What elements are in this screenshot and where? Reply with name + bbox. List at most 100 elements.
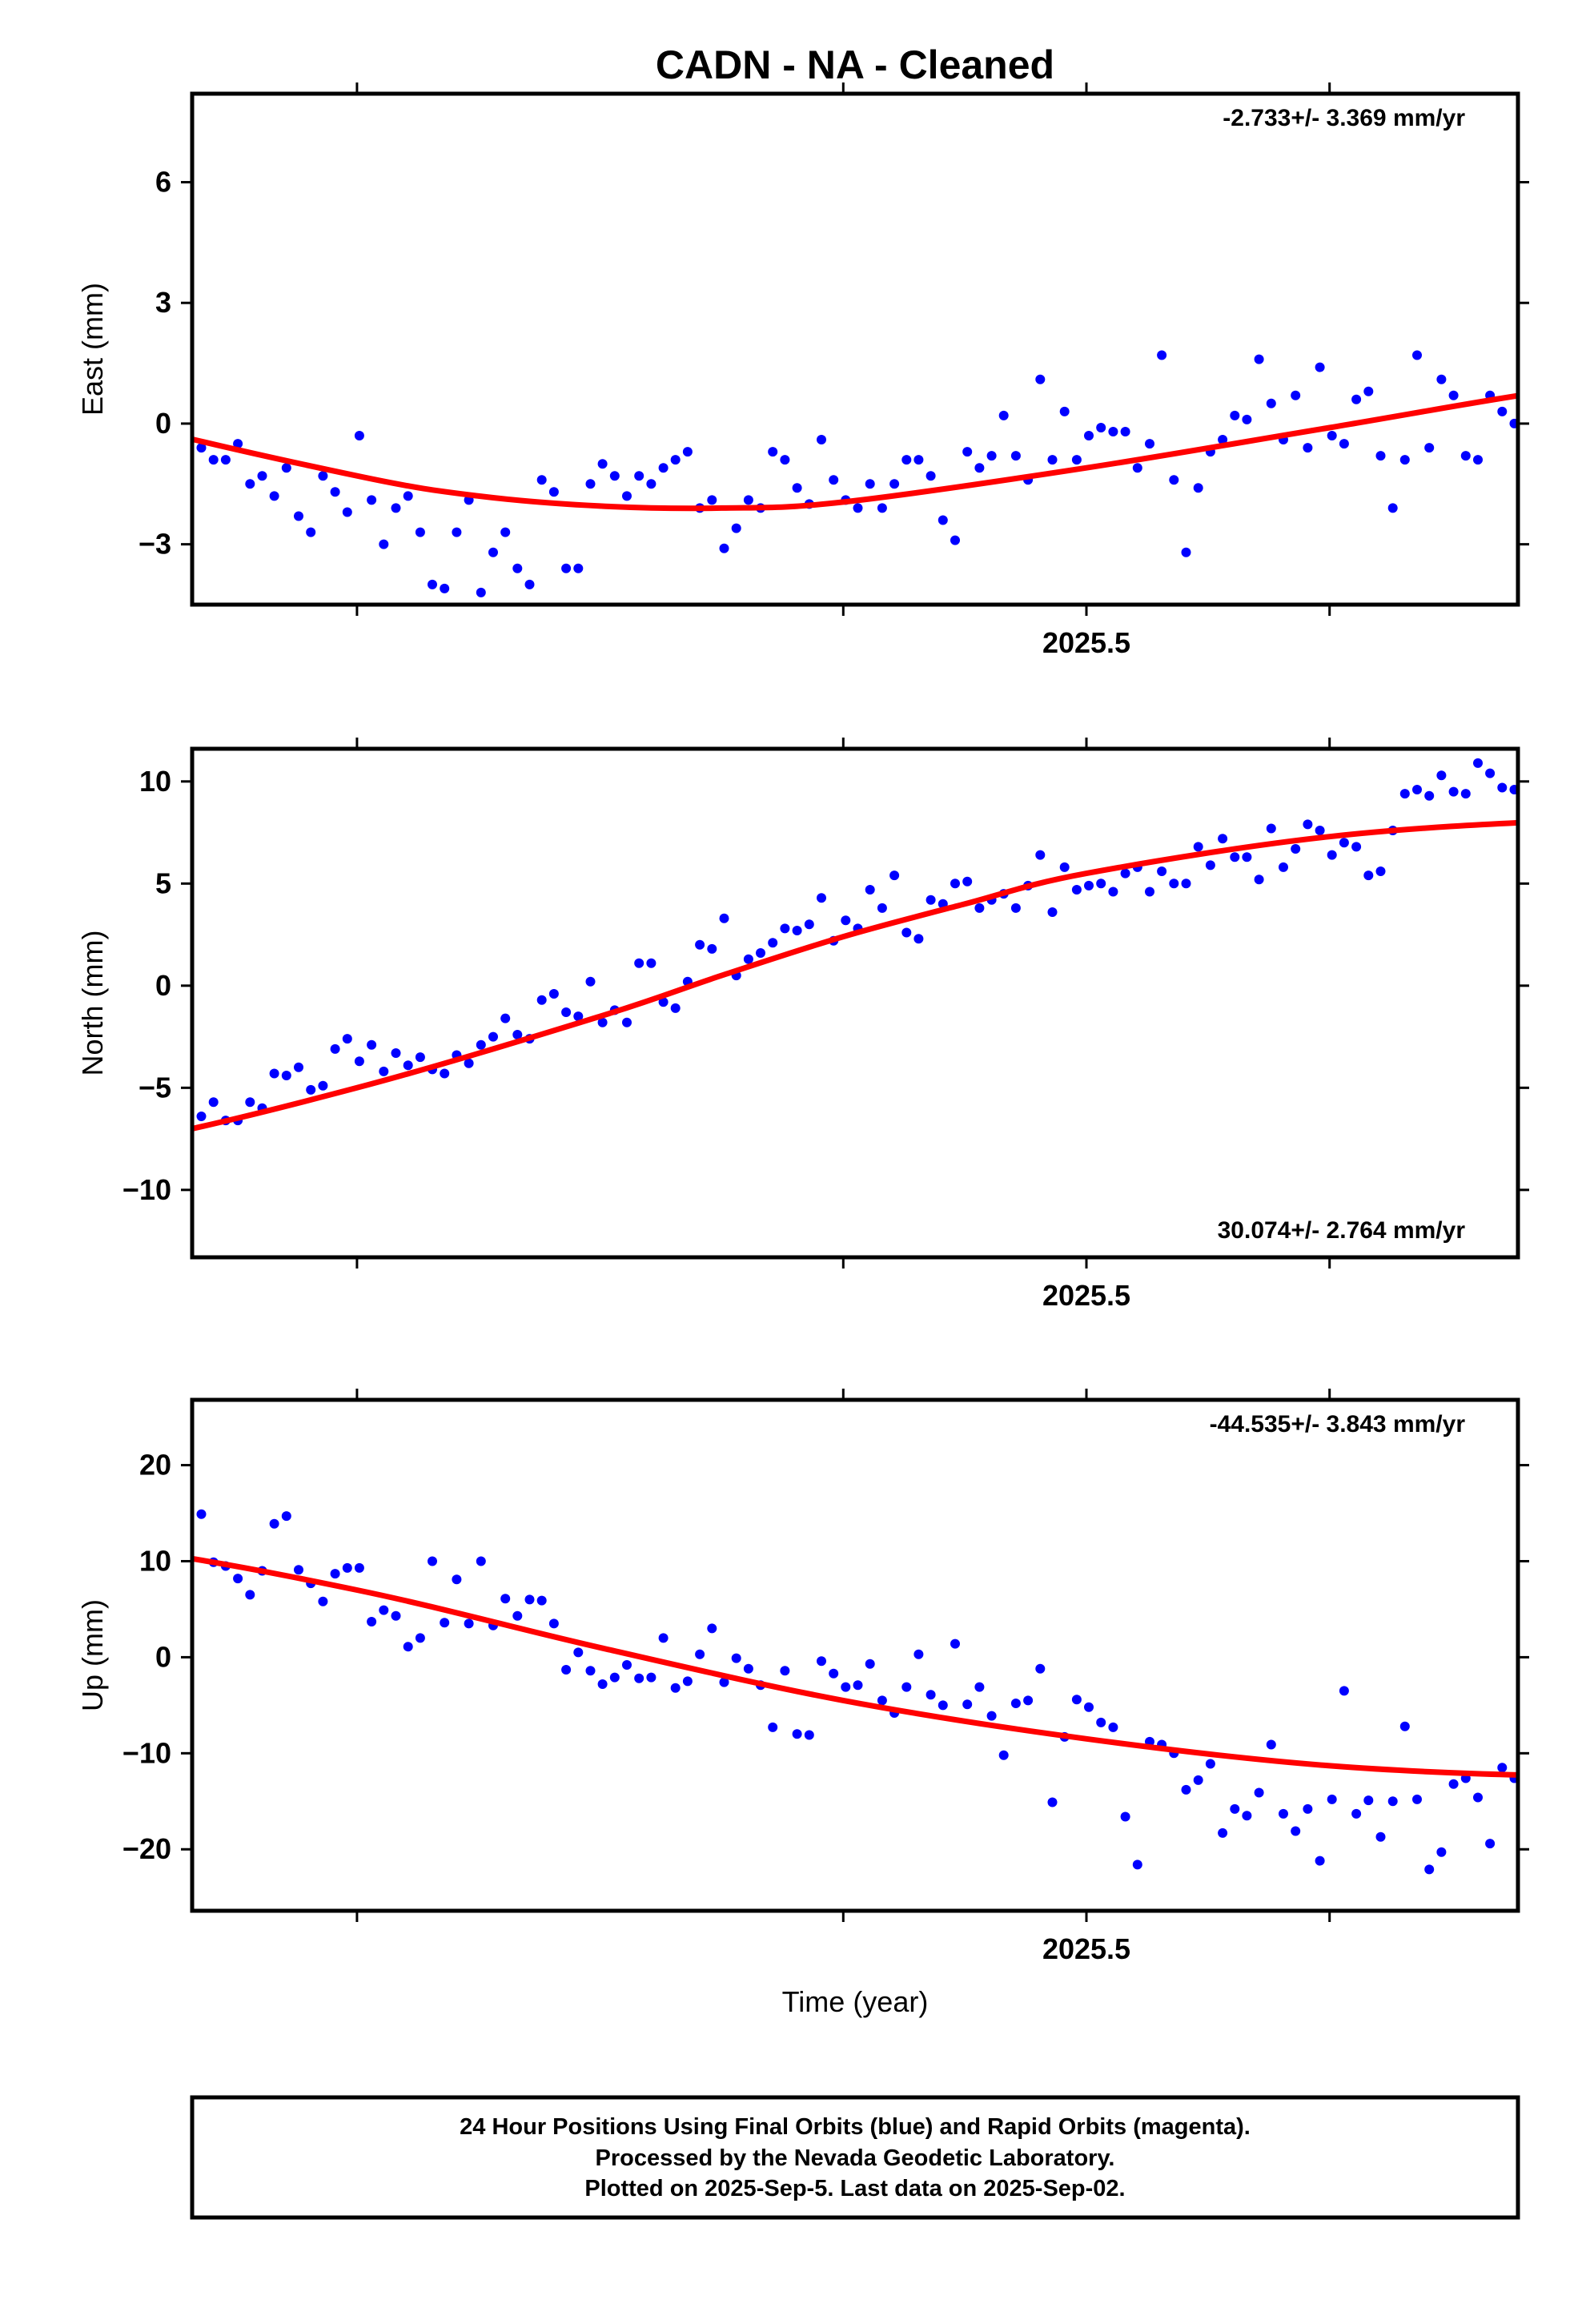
north-final-point-180 bbox=[1570, 781, 1580, 790]
east-final-point-73 bbox=[269, 491, 279, 501]
east-final-point-92 bbox=[500, 527, 511, 537]
east-final-point-98 bbox=[573, 563, 584, 573]
north-final-point-82 bbox=[379, 1066, 389, 1076]
east-final-point-169 bbox=[1436, 374, 1447, 384]
north-final-point-61 bbox=[123, 1077, 133, 1087]
up-final-point-152 bbox=[1230, 1803, 1240, 1814]
up-final-point-106 bbox=[670, 1683, 681, 1693]
east-final-point-148 bbox=[1181, 547, 1191, 557]
north-final-point-169 bbox=[1436, 770, 1447, 781]
up-final-point-51 bbox=[2, 1534, 12, 1543]
east-xtick-major-label: 2025.5 bbox=[1042, 626, 1130, 659]
east-final-point-128 bbox=[938, 515, 948, 525]
north-final-point-167 bbox=[1412, 785, 1422, 794]
north-final-point-71 bbox=[245, 1097, 255, 1108]
east-final-point-172 bbox=[1473, 455, 1483, 465]
north-final-point-97 bbox=[561, 1007, 572, 1017]
north-final-point-152 bbox=[1230, 852, 1240, 862]
east-final-point-109 bbox=[707, 495, 717, 505]
north-final-point-154 bbox=[1254, 875, 1264, 885]
marks-east bbox=[26, 350, 1568, 597]
north-final-point-142 bbox=[1108, 887, 1118, 897]
east-final-point-60 bbox=[111, 399, 121, 408]
up-final-point-151 bbox=[1218, 1827, 1228, 1838]
north-final-point-164 bbox=[1375, 866, 1386, 876]
north-trend-line bbox=[192, 819, 1518, 1132]
north-final-point-127 bbox=[926, 895, 936, 905]
up-final-point-93 bbox=[512, 1610, 523, 1621]
up-y-axis-label: Up (mm) bbox=[76, 1599, 109, 1711]
east-final-point-165 bbox=[1387, 503, 1398, 513]
east-final-point-130 bbox=[962, 447, 973, 457]
east-final-point-123 bbox=[877, 503, 887, 513]
up-ytick-label-0: −20 bbox=[122, 1832, 171, 1865]
east-ytick-label-2: 3 bbox=[155, 286, 171, 319]
east-final-point-85 bbox=[415, 527, 425, 537]
up-final-point-137 bbox=[1047, 1797, 1058, 1807]
north-final-point-100 bbox=[597, 1017, 608, 1027]
north-final-point-145 bbox=[1145, 887, 1154, 897]
footer-line-3: Plotted on 2025-Sep-5. Last data on 2025… bbox=[584, 2176, 1125, 2201]
north-final-point-103 bbox=[634, 958, 644, 968]
east-final-point-143 bbox=[1120, 427, 1130, 436]
up-final-point-164 bbox=[1375, 1831, 1386, 1842]
up-final-point-170 bbox=[1448, 1779, 1459, 1789]
east-final-point-79 bbox=[342, 507, 352, 517]
east-final-point-53 bbox=[26, 419, 36, 428]
north-final-point-125 bbox=[901, 927, 912, 938]
north-final-point-146 bbox=[1157, 866, 1167, 876]
east-final-point-124 bbox=[889, 479, 900, 489]
east-final-point-167 bbox=[1412, 350, 1422, 360]
up-trend-line bbox=[192, 1555, 1518, 1778]
north-final-point-137 bbox=[1047, 907, 1058, 917]
up-final-point-119 bbox=[829, 1668, 839, 1679]
north-final-point-161 bbox=[1339, 838, 1349, 848]
up-final-point-160 bbox=[1327, 1794, 1337, 1804]
up-final-point-172 bbox=[1473, 1792, 1483, 1803]
up-final-point-139 bbox=[1071, 1695, 1082, 1705]
up-final-point-81 bbox=[367, 1617, 377, 1626]
north-final-point-151 bbox=[1218, 834, 1228, 844]
up-final-point-79 bbox=[342, 1562, 352, 1573]
east-final-point-162 bbox=[1351, 394, 1362, 404]
up-final-point-89 bbox=[464, 1618, 474, 1629]
up-final-point-104 bbox=[646, 1672, 656, 1683]
north-final-point-93 bbox=[512, 1030, 523, 1039]
up-ytick-label-3: 10 bbox=[139, 1544, 171, 1577]
east-final-point-91 bbox=[488, 547, 498, 557]
east-final-point-178 bbox=[1546, 443, 1556, 452]
east-final-point-171 bbox=[1460, 451, 1471, 461]
east-final-point-131 bbox=[974, 463, 985, 473]
up-final-point-100 bbox=[597, 1679, 608, 1689]
east-final-point-179 bbox=[1558, 383, 1568, 392]
east-final-point-93 bbox=[512, 563, 523, 573]
north-final-point-92 bbox=[500, 1013, 511, 1023]
up-final-point-159 bbox=[1315, 1856, 1325, 1866]
up-final-point-78 bbox=[330, 1569, 340, 1579]
east-final-point-110 bbox=[719, 543, 729, 553]
east-final-point-80 bbox=[354, 431, 364, 440]
east-final-point-177 bbox=[1534, 399, 1544, 408]
east-final-point-122 bbox=[865, 479, 875, 489]
north-final-point-51 bbox=[2, 1167, 12, 1176]
up-final-point-122 bbox=[865, 1659, 875, 1669]
east-final-point-81 bbox=[367, 495, 377, 505]
north-final-point-130 bbox=[962, 876, 973, 887]
east-final-point-111 bbox=[731, 523, 741, 533]
up-final-point-70 bbox=[233, 1574, 243, 1584]
up-final-point-102 bbox=[622, 1660, 632, 1670]
north-final-point-118 bbox=[817, 893, 826, 903]
north-final-point-172 bbox=[1473, 758, 1483, 768]
up-final-point-74 bbox=[281, 1511, 291, 1522]
east-final-point-106 bbox=[670, 455, 681, 465]
panel-east: −3 0 3 6 2025.5 East (mm) -2.733+/- 3.369 mm/y… bbox=[26, 82, 1568, 659]
north-final-point-67 bbox=[196, 1112, 207, 1121]
up-final-point-111 bbox=[731, 1653, 741, 1663]
panel-up: −20 −10 0 10 20 2025.5 Up (mm) Time (year) -44.5… bbox=[2, 1389, 1556, 2018]
up-final-point-158 bbox=[1303, 1803, 1313, 1814]
east-final-point-115 bbox=[780, 455, 790, 465]
north-final-point-153 bbox=[1242, 852, 1252, 862]
up-final-point-115 bbox=[780, 1666, 790, 1676]
north-final-point-113 bbox=[756, 948, 765, 958]
up-final-point-178 bbox=[1546, 1753, 1556, 1763]
